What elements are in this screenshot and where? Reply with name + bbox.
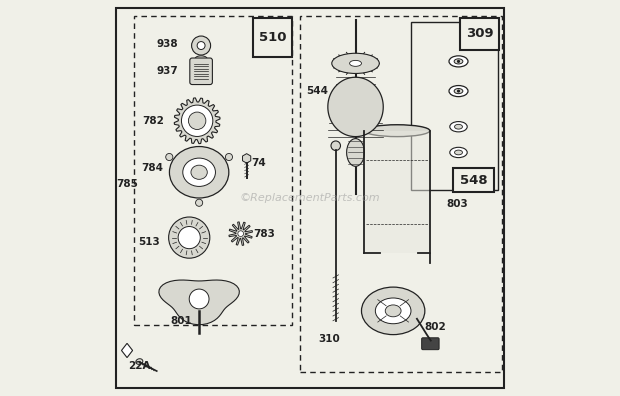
Circle shape (457, 89, 460, 93)
Ellipse shape (183, 158, 216, 187)
Circle shape (189, 289, 209, 309)
FancyBboxPatch shape (190, 58, 213, 85)
Text: 74: 74 (251, 158, 266, 168)
Ellipse shape (195, 56, 207, 61)
Polygon shape (229, 222, 252, 246)
Ellipse shape (450, 147, 467, 158)
Circle shape (192, 36, 211, 55)
Ellipse shape (191, 165, 207, 179)
Circle shape (169, 217, 210, 258)
Text: 937: 937 (157, 66, 179, 76)
Text: 544: 544 (306, 86, 328, 96)
FancyBboxPatch shape (422, 338, 439, 350)
Ellipse shape (136, 359, 143, 364)
Polygon shape (159, 280, 239, 325)
Circle shape (188, 112, 206, 129)
Circle shape (166, 154, 173, 161)
Circle shape (197, 42, 205, 50)
Ellipse shape (450, 122, 467, 132)
Text: 548: 548 (459, 174, 487, 187)
Ellipse shape (375, 298, 411, 324)
Circle shape (182, 105, 213, 137)
Ellipse shape (350, 61, 361, 67)
Ellipse shape (365, 125, 430, 137)
Bar (411, 22, 498, 190)
Bar (300, 16, 502, 372)
Circle shape (457, 60, 460, 63)
Bar (461, 18, 499, 50)
Text: 785: 785 (116, 179, 138, 189)
Text: 310: 310 (318, 333, 340, 344)
Text: 22A: 22A (128, 361, 150, 371)
Text: 802: 802 (425, 322, 446, 332)
Polygon shape (242, 154, 250, 163)
Circle shape (238, 231, 244, 236)
Ellipse shape (332, 53, 379, 74)
Ellipse shape (361, 287, 425, 335)
Bar (453, 168, 494, 192)
Circle shape (226, 154, 232, 161)
Ellipse shape (385, 305, 401, 317)
Text: 513: 513 (138, 236, 159, 247)
Text: 309: 309 (466, 27, 494, 40)
Polygon shape (122, 343, 133, 358)
Ellipse shape (347, 139, 365, 166)
Text: 784: 784 (141, 163, 164, 173)
Circle shape (178, 227, 200, 249)
Bar (365, 131, 430, 253)
Text: ©ReplacementParts.com: ©ReplacementParts.com (240, 193, 380, 203)
Bar (252, 18, 292, 57)
Polygon shape (174, 98, 220, 144)
Text: 510: 510 (259, 31, 286, 44)
Ellipse shape (454, 59, 463, 64)
Text: 803: 803 (446, 199, 468, 209)
Circle shape (195, 199, 203, 206)
Ellipse shape (454, 89, 463, 94)
Polygon shape (328, 77, 383, 137)
Text: 938: 938 (157, 38, 179, 49)
Text: 782: 782 (143, 116, 164, 126)
Text: 801: 801 (170, 316, 192, 326)
Ellipse shape (169, 147, 229, 198)
Ellipse shape (454, 150, 463, 155)
Circle shape (331, 141, 340, 150)
Text: 783: 783 (254, 228, 275, 239)
Bar (134, 16, 292, 325)
Ellipse shape (449, 86, 468, 97)
Ellipse shape (454, 124, 463, 129)
Ellipse shape (449, 56, 468, 67)
